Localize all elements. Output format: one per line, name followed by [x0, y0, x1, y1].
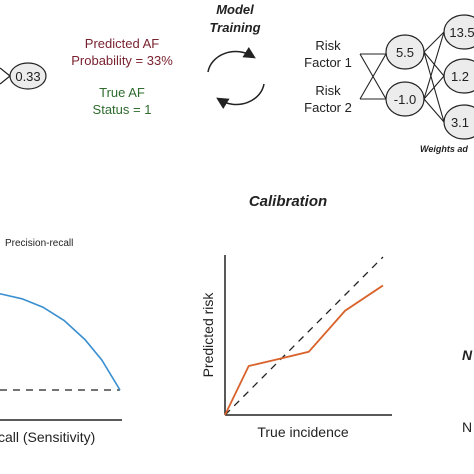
output-node-2: 1.2 [443, 58, 474, 94]
output-node-1: 13.5 [443, 14, 474, 50]
input-node-2: -1.0 [385, 81, 425, 117]
input-node-1: 5.5 [385, 34, 425, 70]
calibration-chart [224, 255, 392, 416]
calibration-title: Calibration [249, 193, 327, 210]
model-training-line1: Model [216, 2, 254, 17]
output-node-3-value: 3.1 [451, 115, 469, 130]
input-node-2-value: -1.0 [394, 92, 416, 107]
left-output-node: 0.33 [0, 62, 47, 90]
model-training-line2: Training [209, 20, 260, 35]
input-node-1-value: 5.5 [396, 45, 414, 60]
pr-xlabel: call (Sensitivity) [0, 429, 95, 445]
pr-curve [0, 293, 121, 391]
output-node-1-value: 13.5 [449, 25, 474, 40]
risk-factor-2-line1: Risk [315, 83, 341, 98]
risk-factor-2-line2: Factor 2 [304, 100, 352, 115]
right-edge-text-2: N [462, 419, 472, 435]
left-node-value: 0.33 [15, 69, 40, 84]
pr-label: Precision-recall [5, 238, 73, 249]
cal-ylabel: Predicted risk [200, 292, 216, 378]
true-af-line1: True AF [99, 85, 145, 100]
predicted-af-line1: Predicted AF [85, 36, 159, 51]
pr-chart [0, 293, 122, 421]
predicted-af-line2: Probability = 33% [71, 53, 173, 68]
risk-factor-1-line1: Risk [315, 38, 341, 53]
cal-xlabel: True incidence [257, 424, 349, 440]
right-edge-text-1: N [462, 347, 473, 363]
true-af-line2: Status = 1 [93, 102, 152, 117]
cycle-arrows-icon [207, 46, 265, 110]
network-connections [359, 31, 445, 123]
output-node-2-value: 1.2 [451, 69, 469, 84]
weights-caption: Weights ad [420, 144, 468, 154]
calibration-curve [224, 284, 384, 416]
cal-reference-line [224, 256, 384, 416]
output-node-3: 3.1 [443, 104, 474, 140]
risk-factor-1-line2: Factor 1 [304, 55, 352, 70]
